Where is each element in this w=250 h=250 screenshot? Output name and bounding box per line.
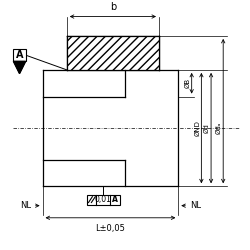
Text: Ødₐ: Ødₐ	[216, 122, 222, 134]
Text: 0,01: 0,01	[95, 195, 112, 204]
Text: A: A	[112, 195, 118, 204]
Text: b: b	[110, 2, 116, 12]
Bar	[13, 49, 26, 62]
Text: NL: NL	[20, 201, 31, 210]
Text: Ød: Ød	[204, 123, 210, 133]
Text: A: A	[16, 50, 23, 60]
Bar	[87, 194, 120, 205]
Text: NL: NL	[190, 201, 201, 210]
Text: ØB: ØB	[184, 78, 190, 88]
Text: L±0,05: L±0,05	[96, 224, 126, 233]
Bar	[67, 36, 159, 70]
Text: ØND: ØND	[194, 120, 200, 136]
Polygon shape	[14, 62, 26, 74]
